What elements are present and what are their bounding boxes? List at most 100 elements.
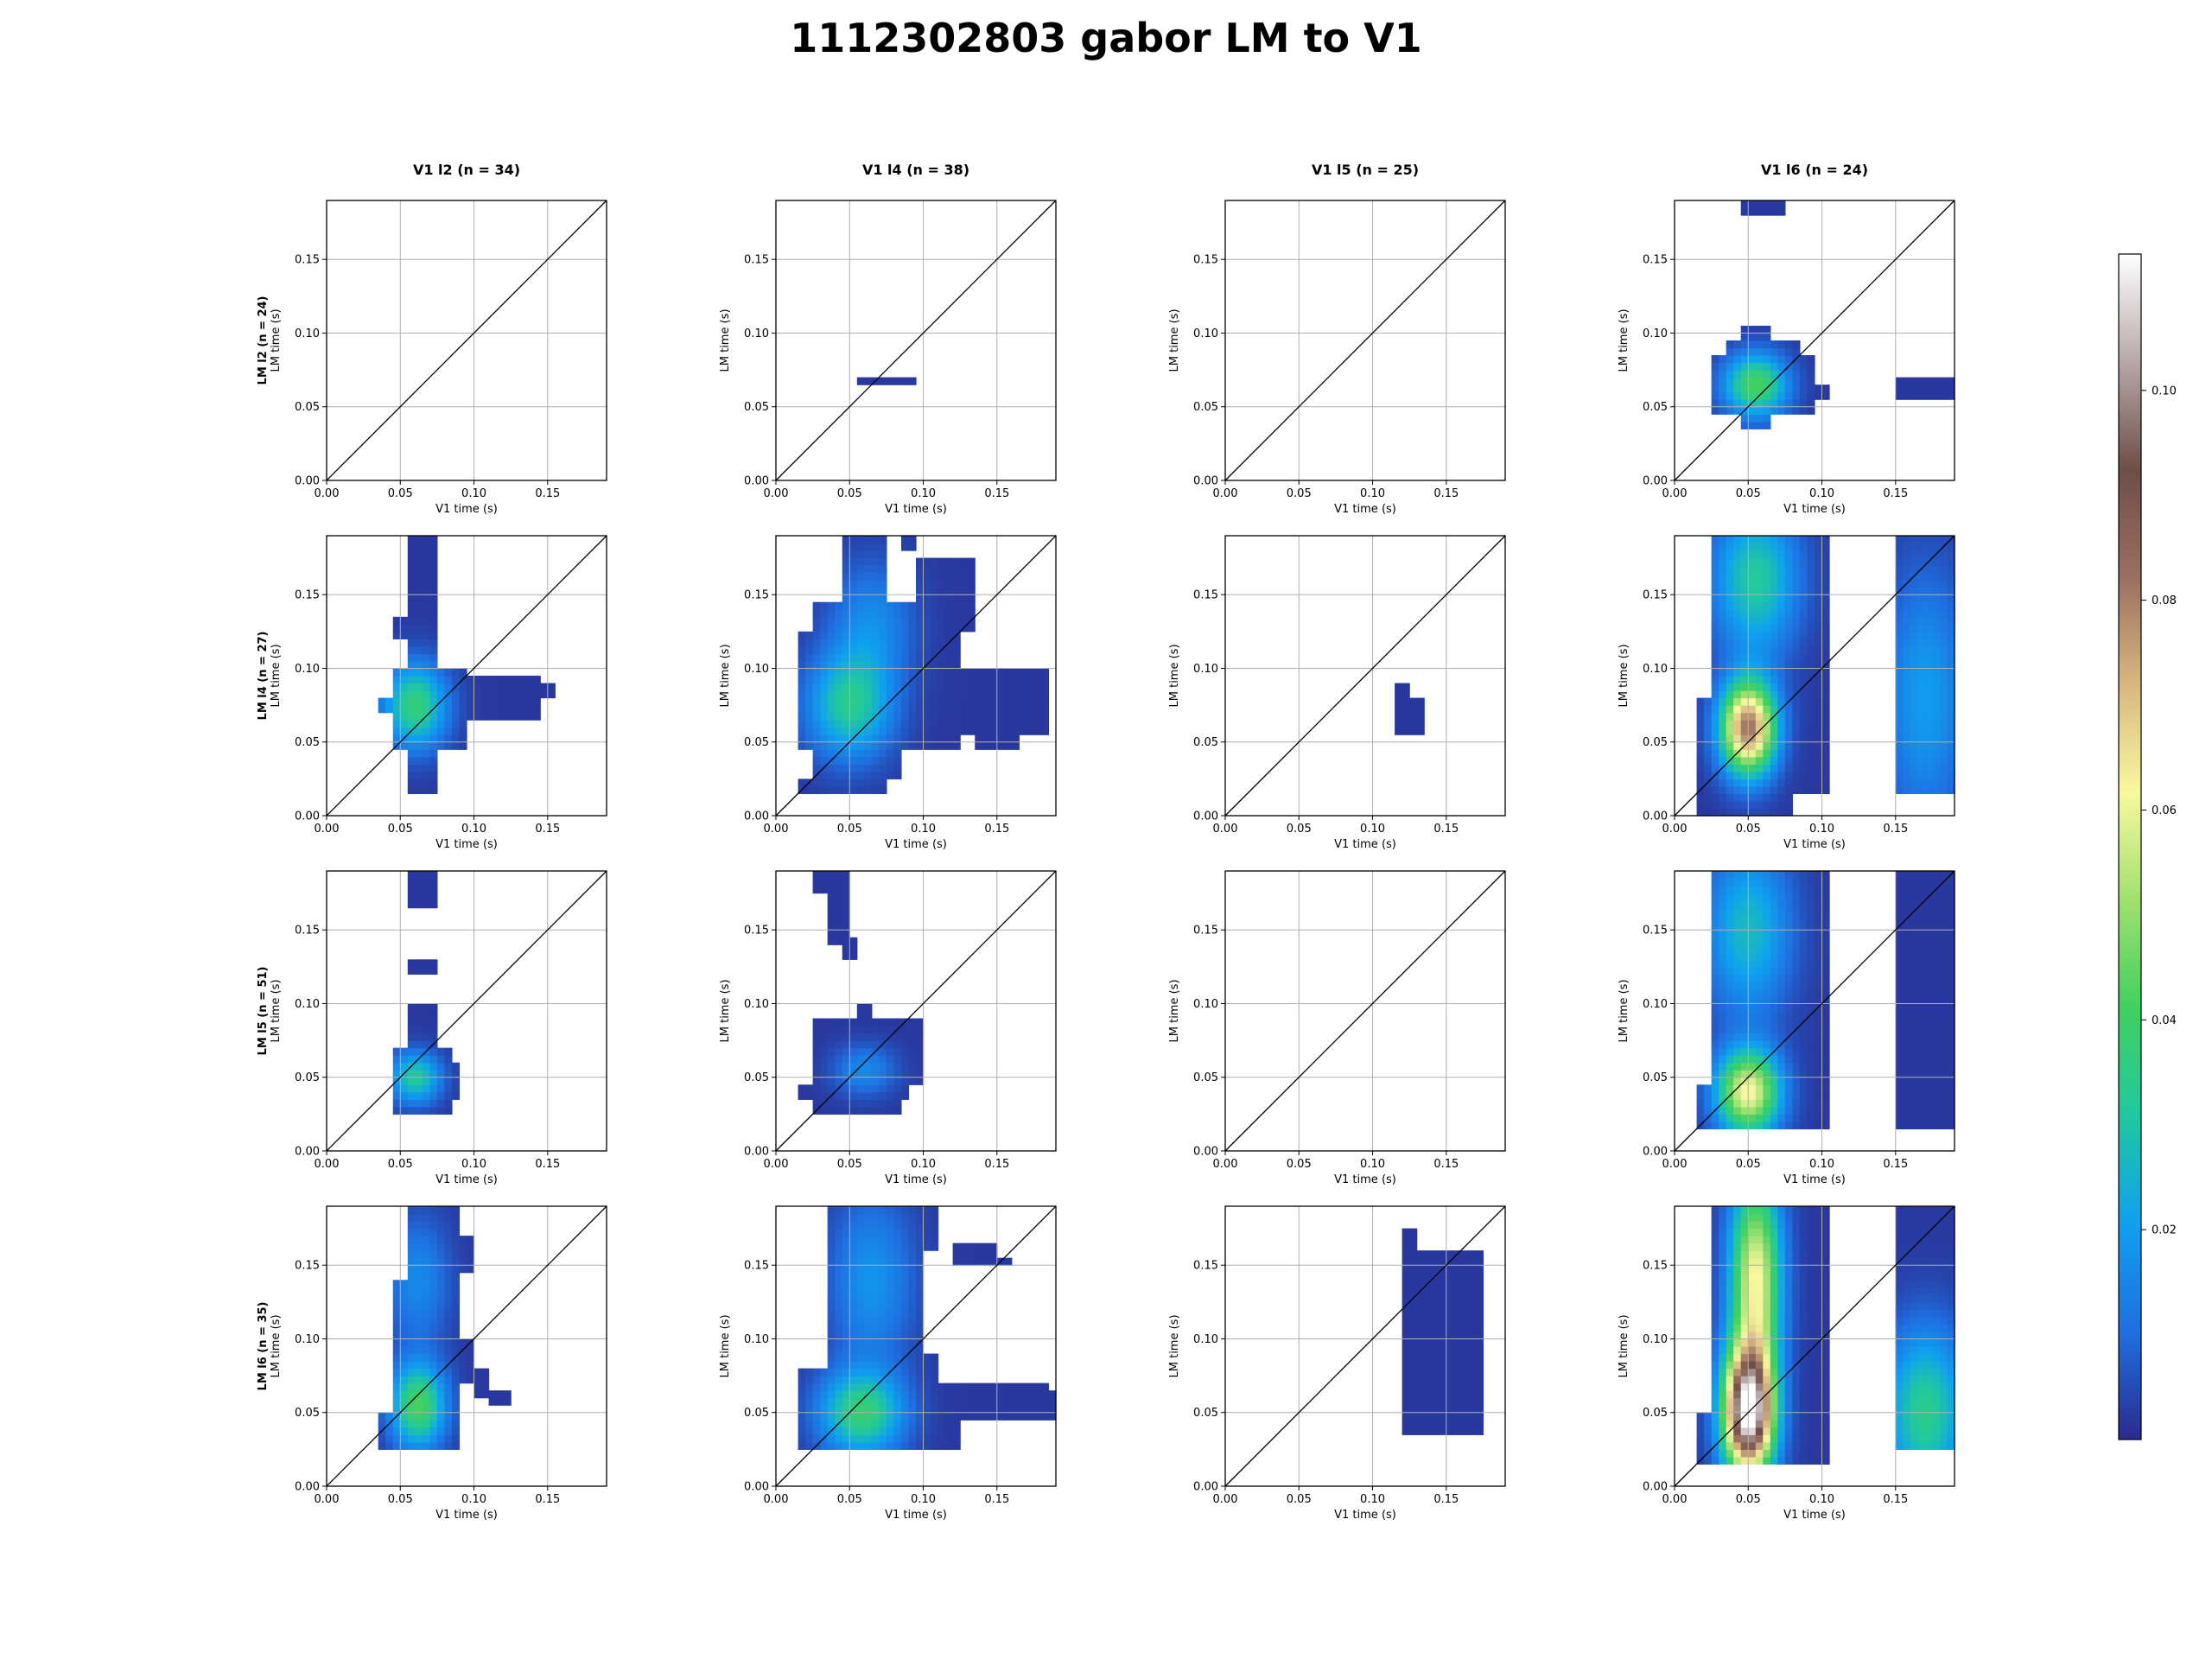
heatmap-cell: [1807, 1040, 1815, 1049]
heatmap-cell: [1763, 900, 1771, 909]
heatmap-cell: [407, 734, 416, 743]
heatmap-cell: [1903, 1091, 1911, 1100]
heatmap-cell: [864, 587, 873, 595]
heatmap-cell: [1815, 391, 1823, 400]
heatmap-cell: [429, 609, 438, 618]
heatmap-cell: [798, 1427, 806, 1435]
heatmap-cell: [429, 1280, 438, 1288]
heatmap-cell: [436, 734, 446, 743]
heatmap-cell: [1815, 1011, 1823, 1020]
y-tick-label: 0.10: [295, 998, 320, 1011]
heatmap-cell: [1815, 900, 1823, 909]
heatmap-cell: [400, 720, 409, 728]
heatmap-cell: [451, 1206, 461, 1215]
heatmap-cell: [1784, 734, 1794, 743]
heatmap-cell: [864, 1301, 873, 1310]
heatmap-cell: [1792, 609, 1801, 618]
heatmap-cell: [429, 1213, 438, 1222]
heatmap-cell: [1726, 340, 1734, 349]
heatmap-cell: [856, 756, 865, 765]
heatmap-cell: [422, 1055, 430, 1064]
heatmap-cell: [1947, 690, 1955, 699]
heatmap-cell: [1402, 1331, 1410, 1340]
heatmap-cell: [1719, 1003, 1727, 1012]
heatmap-cell: [1821, 1070, 1830, 1078]
heatmap-cell: [1910, 1047, 1918, 1056]
heatmap-cell: [407, 594, 416, 603]
heatmap-cell: [1917, 653, 1926, 662]
heatmap-cell: [916, 1257, 925, 1266]
heatmap-cell: [1821, 785, 1830, 795]
heatmap-cell: [429, 1427, 438, 1435]
heatmap-cell: [1903, 966, 1911, 975]
heatmap-cell: [1019, 705, 1027, 714]
heatmap-cell: [1424, 1397, 1433, 1406]
heatmap-cell: [429, 1382, 438, 1391]
heatmap-cell: [820, 1077, 829, 1085]
heatmap-cell: [1748, 594, 1757, 603]
heatmap-cell: [1924, 785, 1934, 795]
heatmap-cell: [467, 1346, 475, 1355]
heatmap-cell: [392, 1405, 401, 1414]
heatmap-cell: [400, 1324, 409, 1332]
heatmap-cell: [1026, 1390, 1035, 1399]
heatmap-cell: [908, 1040, 917, 1049]
heatmap-cell: [1431, 1280, 1440, 1288]
heatmap-cell: [415, 878, 423, 887]
heatmap-cell: [1939, 1003, 1948, 1012]
heatmap-cell: [967, 609, 976, 618]
heatmap-cell: [945, 1412, 954, 1421]
x-tick-label: 0.10: [1360, 487, 1385, 500]
heatmap-cell: [407, 1324, 416, 1332]
y-axis-label: LM time (s): [719, 979, 732, 1042]
x-axis-label: V1 time (s): [1334, 1173, 1396, 1186]
x-axis-label: V1 time (s): [435, 1509, 498, 1522]
heatmap-cell: [1815, 922, 1823, 931]
heatmap-cell: [407, 1033, 416, 1041]
heatmap-cell: [1755, 1033, 1764, 1041]
x-axis-label: V1 time (s): [1334, 503, 1396, 516]
heatmap-cell: [1903, 543, 1911, 551]
heatmap-cell: [1763, 550, 1771, 559]
heatmap-cell: [1947, 981, 1955, 990]
heatmap-cell: [893, 734, 902, 743]
heatmap-cell: [392, 1368, 401, 1376]
heatmap-cell: [1704, 712, 1713, 721]
heatmap-cell: [1395, 705, 1403, 714]
heatmap-cell: [1924, 601, 1934, 610]
heatmap-cell: [1947, 922, 1955, 931]
heatmap-cell: [856, 1390, 865, 1399]
heatmap-cell: [415, 1018, 423, 1027]
heatmap-cell: [1453, 1309, 1462, 1318]
heatmap-cell: [952, 1243, 961, 1251]
heatmap-cell: [1439, 1316, 1447, 1325]
heatmap-cell: [1755, 347, 1764, 356]
heatmap-cell: [1733, 793, 1742, 802]
heatmap-cell: [1924, 764, 1934, 772]
heatmap-cell: [1917, 1033, 1926, 1041]
heatmap-cell: [864, 1084, 873, 1093]
heatmap-cell: [923, 557, 931, 566]
heatmap-cell: [996, 697, 1005, 706]
heatmap-cell: [893, 601, 902, 610]
heatmap-cell: [842, 1353, 850, 1362]
heatmap-cell: [1799, 1062, 1808, 1071]
heatmap-cell: [1033, 1405, 1042, 1414]
y-tick-label: 0.15: [744, 1260, 769, 1273]
heatmap-cell: [1748, 915, 1757, 924]
heatmap-cell: [871, 705, 880, 714]
heatmap-cell: [893, 1368, 902, 1376]
heatmap-cell: [1704, 1106, 1713, 1115]
heatmap-cell: [459, 741, 467, 750]
heatmap-cell: [820, 683, 829, 691]
heatmap-cell: [1932, 988, 1941, 997]
heatmap-cell: [1763, 200, 1771, 209]
heatmap-cell: [893, 1250, 902, 1259]
heatmap-cell: [1748, 930, 1757, 938]
heatmap-cell: [989, 1243, 998, 1251]
heatmap-cell: [989, 676, 998, 684]
heatmap-cell: [856, 1243, 865, 1251]
heatmap-cell: [827, 668, 836, 677]
heatmap-cell: [945, 720, 954, 728]
